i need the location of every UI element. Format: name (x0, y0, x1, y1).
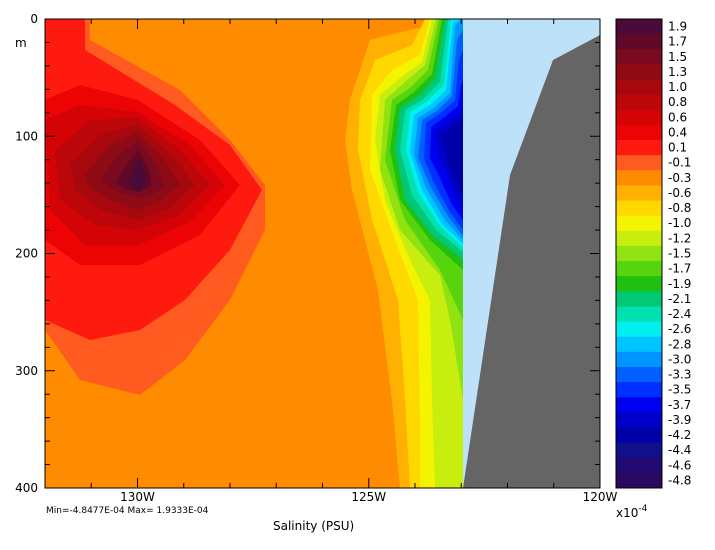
colorbar-label: -3.5 (668, 383, 691, 397)
colorbar-label: -4.8 (668, 473, 691, 487)
colorbar-label: 1.0 (668, 80, 687, 94)
y-axis-label: m (15, 36, 27, 50)
colorbar-swatch (616, 351, 662, 368)
land-region (463, 35, 600, 488)
colorbar-label: -2.8 (668, 337, 691, 351)
colorbar-swatch (616, 336, 662, 353)
contour-field (45, 19, 463, 488)
colorbar-label: -4.2 (668, 428, 691, 442)
x-axis: 130W 125W 120W (90, 19, 618, 504)
colorbar-swatch (616, 200, 662, 217)
colorbar-swatch (616, 94, 662, 111)
colorbar-label: -0.6 (668, 186, 691, 200)
colorbar-swatch (616, 79, 662, 96)
contour-band (442, 118, 463, 195)
colorbar-label: -1.7 (668, 262, 691, 276)
colorbar-swatch (616, 382, 662, 398)
colorbar-swatch (616, 140, 662, 156)
colorbar-label: 0.8 (668, 95, 687, 109)
colorbar-swatch (616, 457, 662, 474)
colorbar-label: 0.6 (668, 110, 687, 124)
colorbar-label: 1.9 (668, 20, 687, 34)
y-tick-label: 400 (15, 481, 38, 495)
y-axis: 0 100 200 300 400 (15, 12, 600, 495)
colorbar-swatch (616, 291, 662, 307)
colorbar-swatch (616, 472, 662, 489)
colorbar-swatch (616, 245, 662, 262)
colorbar-swatch (616, 397, 662, 413)
colorbar-swatch (616, 109, 662, 126)
colorbar-swatch (616, 170, 662, 186)
y-tick-label: 200 (15, 247, 38, 261)
colorbar-swatch (616, 64, 662, 81)
colorbar-label: -1.0 (668, 216, 691, 230)
colorbar-swatch (616, 155, 662, 171)
colorbar-swatch (616, 427, 662, 444)
colorbar-label: -3.3 (668, 368, 691, 382)
y-tick-label: 300 (15, 364, 38, 378)
colorbar-swatch (616, 412, 662, 428)
x-tick-label: 125W (351, 490, 386, 504)
colorbar-label: 1.7 (668, 35, 687, 49)
colorbar-swatch (616, 261, 662, 277)
colorbar-label: 0.1 (668, 141, 687, 155)
colorbar-label: -4.4 (668, 443, 691, 457)
colorbar-label: -1.9 (668, 277, 691, 291)
colorbar-label: 1.5 (668, 50, 687, 64)
colorbar-label: -4.6 (668, 458, 691, 472)
colorbar-label: -2.6 (668, 322, 691, 336)
colorbar-label: -3.9 (668, 413, 691, 427)
colorbar-swatch (616, 185, 662, 202)
colorbar-label: -0.3 (668, 171, 691, 185)
x-tick-label: 120W (583, 490, 618, 504)
no-data-region (463, 19, 600, 488)
colorbar-swatch (616, 49, 662, 65)
colorbar-label: -1.5 (668, 247, 691, 261)
colorbar-swatch (616, 321, 662, 338)
contour-band (127, 158, 146, 190)
colorbar-label: 1.3 (668, 65, 687, 79)
colorbar-swatch (616, 442, 662, 459)
colorbar-label: -0.8 (668, 201, 691, 215)
x-axis-label: Salinity (PSU) (273, 519, 354, 533)
colorbar: 1.91.71.51.31.00.80.60.40.1-0.1-0.3-0.6-… (615, 18, 691, 489)
colorbar-swatch (616, 230, 662, 247)
colorbar-swatch (616, 124, 662, 141)
colorbar-label: -3.0 (668, 352, 691, 366)
colorbar-label: -2.4 (668, 307, 691, 321)
colorbar-swatch (616, 34, 662, 50)
colorbar-label: -3.7 (668, 398, 691, 412)
y-tick-label: 100 (15, 129, 38, 143)
stats-text: Min=-4.8477E-04 Max= 1.9333E-04 (46, 506, 209, 516)
x-tick-label: 130W (120, 490, 155, 504)
colorbar-label: 0.4 (668, 125, 687, 139)
colorbar-swatch (616, 366, 662, 383)
colorbar-label: -0.1 (668, 156, 691, 170)
colorbar-multiplier: x10-4 (616, 504, 648, 520)
colorbar-swatch (616, 215, 662, 232)
colorbar-label: -2.1 (668, 292, 691, 306)
colorbar-swatch (616, 19, 662, 35)
colorbar-label: -1.2 (668, 231, 691, 245)
y-tick-label: 0 (30, 12, 38, 26)
colorbar-swatch (616, 276, 662, 292)
colorbar-swatch (616, 306, 662, 323)
masked-regions (463, 19, 600, 488)
colorbar-frame (615, 18, 663, 489)
